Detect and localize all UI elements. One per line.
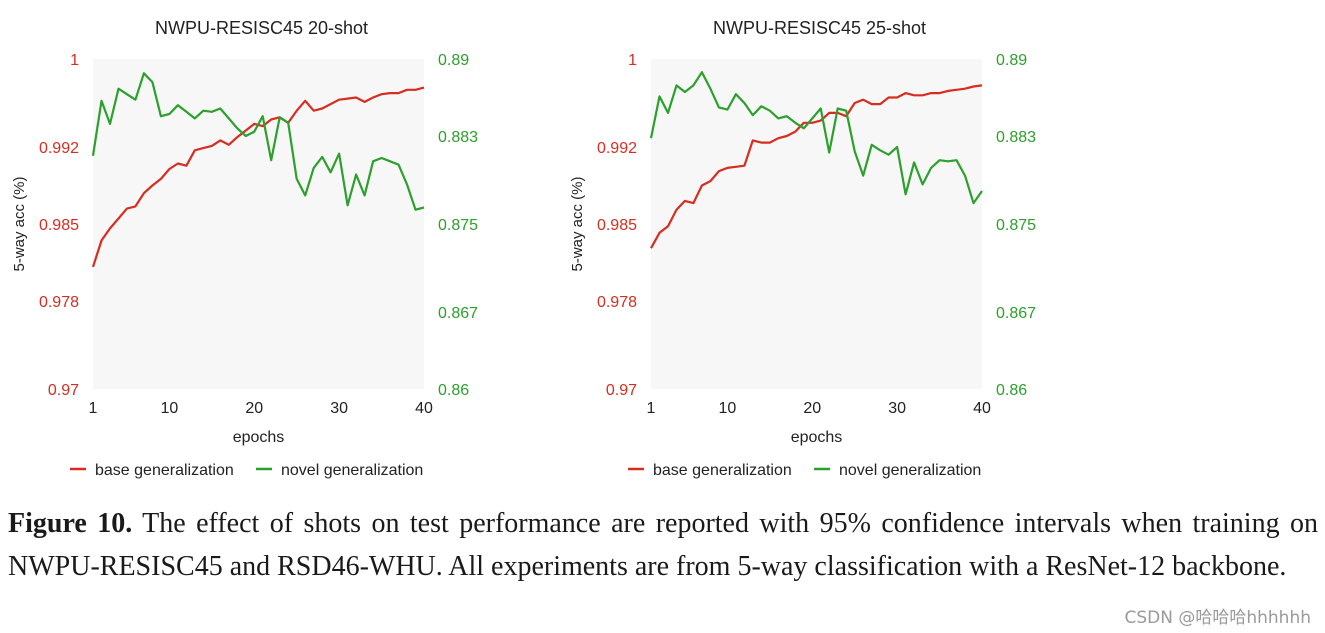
chart-svg: NWPU-RESISC45 25-shot 0.97 0.978 0.985 0.992… xyxy=(569,18,1036,479)
legend-label-base: base generalization xyxy=(95,462,234,479)
left-tick-label: 0.97 xyxy=(606,382,637,399)
left-tick-label: 0.985 xyxy=(39,217,79,234)
right-tick-label: 0.89 xyxy=(996,52,1027,69)
left-tick-label: 1 xyxy=(70,52,79,69)
right-tick-label: 0.86 xyxy=(996,382,1027,399)
x-tick-label: 20 xyxy=(245,400,263,417)
legend-label-novel: novel generalization xyxy=(839,462,981,479)
x-tick-label: 10 xyxy=(160,400,178,417)
figure-caption: Figure 10. The effect of shots on test p… xyxy=(8,502,1318,588)
y-axis-label: 5-way acc (%) xyxy=(11,176,28,271)
chart-20-shot: NWPU-RESISC45 20-shot 0.97 0.978 0.985 0.992… xyxy=(0,0,520,490)
x-tick-label: 40 xyxy=(973,400,991,417)
chart-svg: NWPU-RESISC45 20-shot 0.97 0.978 0.985 0.992… xyxy=(11,18,478,479)
left-tick-label: 1 xyxy=(628,52,637,69)
base-generalization-line xyxy=(650,84,983,249)
left-tick-label: 0.978 xyxy=(39,294,79,311)
right-tick-label: 0.883 xyxy=(438,129,478,146)
caption-text: The effect of shots on test performance … xyxy=(8,508,1318,582)
x-tick-label: 30 xyxy=(330,400,348,417)
novel-generalization-line xyxy=(91,72,425,211)
right-tick-label: 0.875 xyxy=(438,217,478,234)
left-tick-label: 0.992 xyxy=(39,140,79,157)
x-tick-label: 10 xyxy=(718,400,736,417)
right-tick-label: 0.875 xyxy=(996,217,1036,234)
plot-area xyxy=(93,59,424,389)
right-tick-label: 0.86 xyxy=(438,382,469,399)
left-tick-label: 0.97 xyxy=(48,382,79,399)
watermark: CSDN @哈哈哈hhhhhh xyxy=(1124,608,1311,628)
plot-area xyxy=(651,59,982,389)
right-tick-label: 0.89 xyxy=(438,52,469,69)
right-tick-label: 0.883 xyxy=(996,129,1036,146)
chart-title: NWPU-RESISC45 25-shot xyxy=(713,18,926,38)
y-axis-label: 5-way acc (%) xyxy=(569,176,586,271)
x-tick-label: 1 xyxy=(89,400,98,417)
x-tick-label: 20 xyxy=(803,400,821,417)
x-tick-label: 30 xyxy=(888,400,906,417)
legend-label-base: base generalization xyxy=(653,462,792,479)
left-tick-label: 0.985 xyxy=(597,217,637,234)
right-tick-label: 0.867 xyxy=(438,305,478,322)
x-tick-label: 1 xyxy=(647,400,656,417)
left-tick-label: 0.978 xyxy=(597,294,637,311)
chart-title: NWPU-RESISC45 20-shot xyxy=(155,18,368,38)
x-tick-label: 40 xyxy=(415,400,433,417)
caption-label: Figure 10. xyxy=(8,508,133,539)
x-axis-label: epochs xyxy=(791,429,843,446)
novel-generalization-line xyxy=(649,71,983,205)
chart-25-shot: NWPU-RESISC45 25-shot 0.97 0.978 0.985 0.992… xyxy=(558,0,1078,490)
legend-label-novel: novel generalization xyxy=(281,462,423,479)
left-tick-label: 0.992 xyxy=(597,140,637,157)
right-tick-label: 0.867 xyxy=(996,305,1036,322)
x-axis-label: epochs xyxy=(233,429,285,446)
